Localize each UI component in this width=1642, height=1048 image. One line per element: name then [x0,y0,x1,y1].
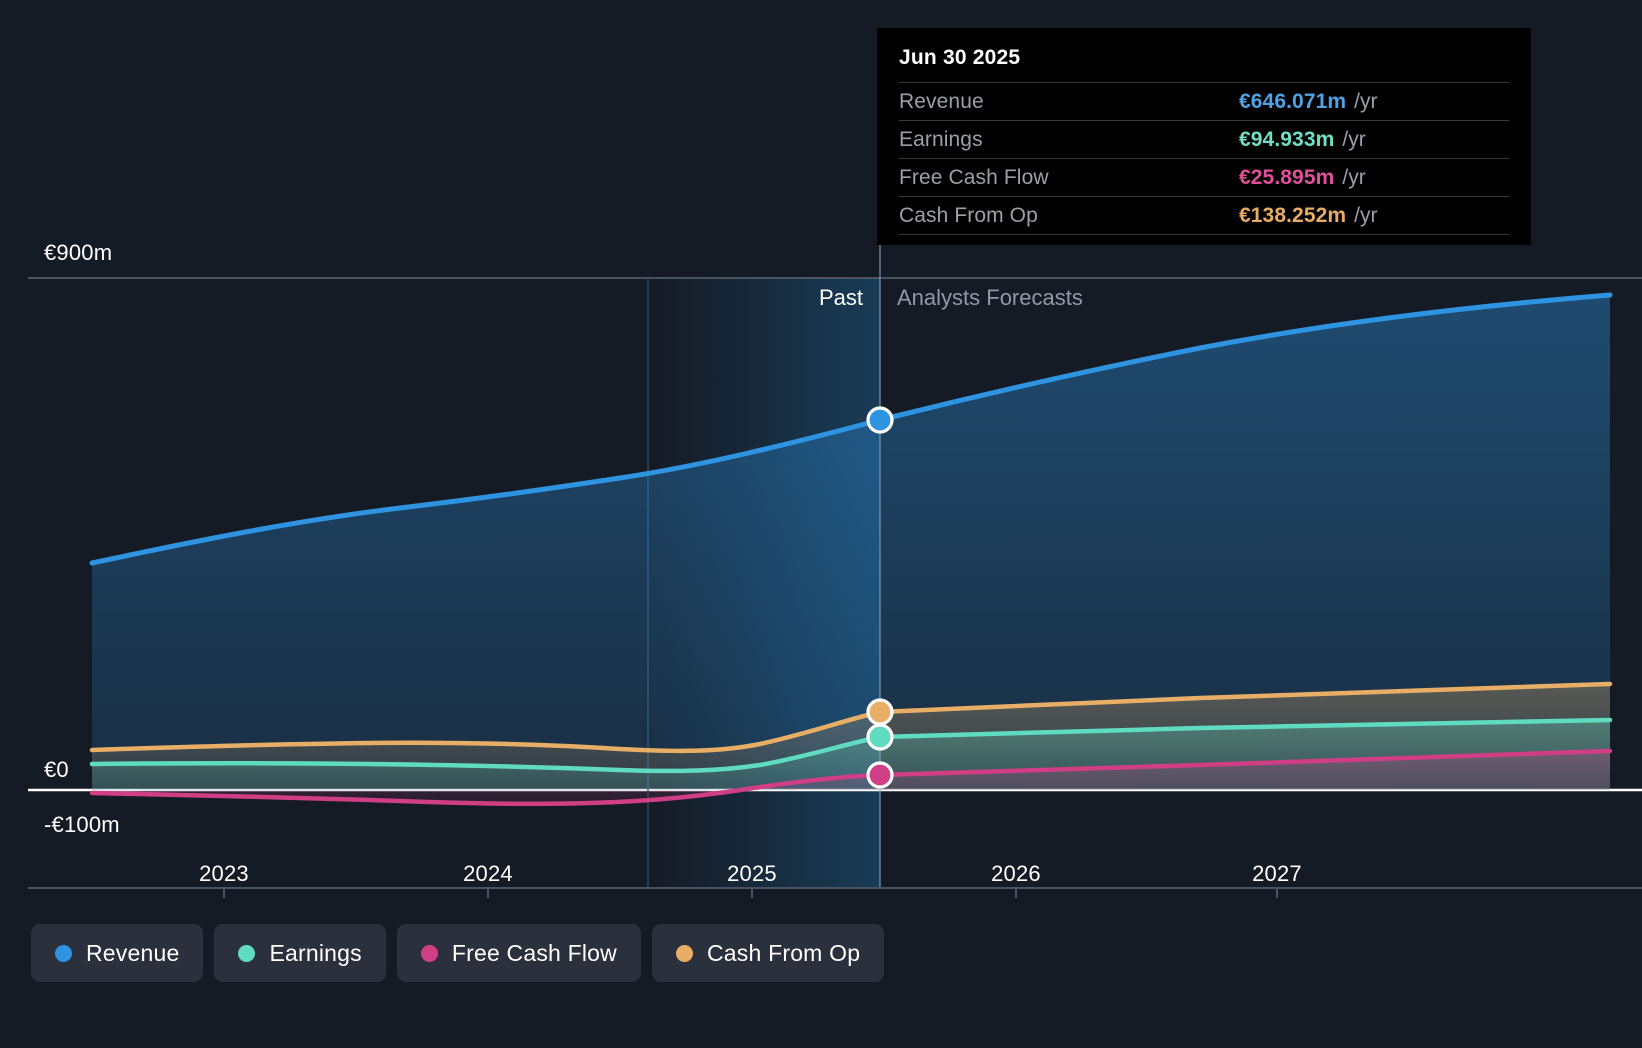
legend-dot-revenue-icon [55,944,72,962]
tooltip-row-cash-from-op: Cash From Op €138.252m /yr [899,196,1509,234]
tooltip-value-cash-from-op: €138.252m [1239,204,1347,227]
legend-label-earnings: Earnings [269,939,362,966]
tooltip-unit-cash-from-op: /yr [1354,204,1378,227]
tooltip-label-earnings: Earnings [899,128,983,151]
y-axis-label-900m: €900m [44,240,113,265]
line-revenue [89,292,1613,566]
marker-cash-from-op[interactable] [866,698,894,726]
marker-earnings[interactable] [866,723,894,751]
tooltip-value-earnings: €94.933m [1239,128,1335,151]
y-axis-label-neg-100m: -€100m [44,812,120,837]
line-free-cash-flow [89,748,1613,807]
line-earnings [89,717,1613,774]
tooltip-row-free-cash-flow: Free Cash Flow €25.895m /yr [899,158,1509,196]
marker-revenue[interactable] [866,406,894,434]
tooltip-label-cash-from-op: Cash From Op [899,204,1038,227]
x-axis-label-2027: 2027 [1252,861,1302,886]
legend-item-free-cash-flow[interactable]: Free Cash Flow [396,924,641,982]
x-axis-ticks [223,888,1278,898]
legend-label-cash-from-op: Cash From Op [707,939,861,966]
tooltip-value-revenue: €646.071m [1239,90,1347,113]
legend-item-revenue[interactable]: Revenue [31,924,204,982]
x-axis-label-2025: 2025 [727,861,777,886]
tooltip-date: Jun 30 2025 [899,46,1021,69]
legend-label-revenue: Revenue [86,939,180,966]
legend-dot-earnings-icon [238,944,256,962]
tooltip-unit-revenue: /yr [1354,90,1378,113]
tooltip-row-revenue: Revenue €646.071m /yr [899,82,1509,120]
legend-label-free-cash-flow: Free Cash Flow [451,939,617,966]
chart-svg [28,28,1642,898]
legend-item-cash-from-op[interactable]: Cash From Op [652,924,885,982]
tooltip-value-free-cash-flow: €25.895m [1239,166,1335,189]
marker-free-cash-flow[interactable] [866,761,894,789]
legend-dot-cash-from-op-icon [676,944,693,962]
tooltip-unit-earnings: /yr [1342,128,1366,151]
y-axis-label-0: €0 [44,757,69,782]
tooltip-label-revenue: Revenue [899,90,984,113]
legend-item-earnings[interactable]: Earnings [214,924,386,982]
hover-markers [866,406,894,789]
past-annotation-label: Past [818,285,863,310]
hover-tooltip: Jun 30 2025 Revenue €646.071m /yr Earnin… [877,28,1531,245]
x-axis-label-2023: 2023 [199,861,249,886]
x-axis-label-2024: 2024 [463,861,513,886]
tooltip-row-earnings: Earnings €94.933m /yr [899,120,1509,158]
chart-legend: Revenue Earnings Free Cash Flow Cash Fro… [31,924,885,982]
tooltip-bottom-divider [899,234,1509,235]
chart-canvas: €900m €0 -€100m 2023 2024 2025 2026 2027… [28,28,1642,898]
legend-dot-free-cash-flow-icon [420,944,438,962]
analysts-forecasts-annotation-label: Analysts Forecasts [897,285,1083,310]
line-cash-from-op [89,681,1613,754]
x-axis-label-2026: 2026 [991,861,1041,886]
tooltip-label-free-cash-flow: Free Cash Flow [899,166,1049,189]
tooltip-unit-free-cash-flow: /yr [1342,166,1366,189]
area-revenue [92,295,1610,790]
